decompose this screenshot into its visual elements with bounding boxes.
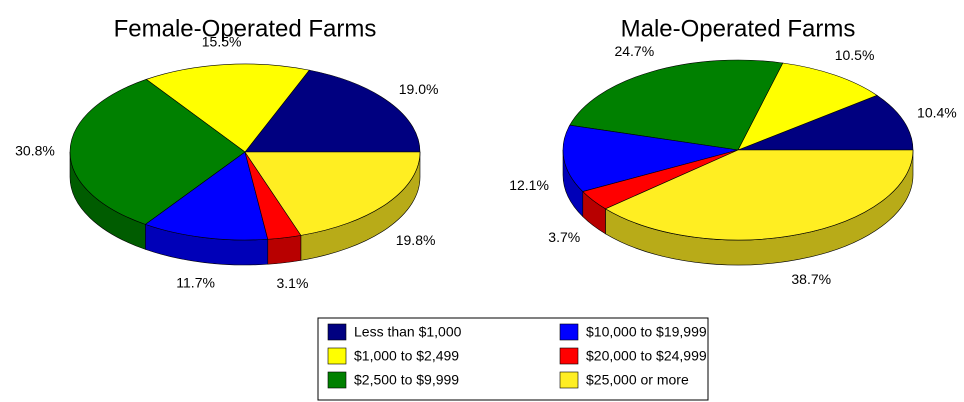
chart-title: Female-Operated Farms xyxy=(114,15,377,42)
pie-slice xyxy=(244,69,421,153)
pie-slice xyxy=(562,124,739,192)
legend-swatch xyxy=(327,323,347,341)
pie-slice xyxy=(144,151,269,241)
pie-slice xyxy=(69,78,246,225)
chart-title: Male-Operated Farms xyxy=(621,15,856,42)
data-label: 38.7% xyxy=(791,271,831,287)
data-label: 3.1% xyxy=(277,275,309,291)
data-label: 19.8% xyxy=(396,232,436,248)
pie-slice xyxy=(145,63,310,153)
pie-slice xyxy=(569,59,784,151)
data-label: 12.1% xyxy=(509,177,549,193)
data-label: 10.5% xyxy=(835,47,875,63)
data-label: 3.7% xyxy=(548,229,580,245)
legend-label: $20,000 to $24,999 xyxy=(586,348,707,364)
legend-label: $1,000 to $2,499 xyxy=(354,348,459,364)
data-label: 11.7% xyxy=(176,275,215,291)
legend-label: $10,000 to $19,999 xyxy=(586,324,707,340)
legend-box xyxy=(317,317,709,401)
data-label: 10.4% xyxy=(917,105,957,121)
legend-swatch xyxy=(559,347,579,365)
data-label: 24.7% xyxy=(614,43,654,59)
legend-label: $2,500 to $9,999 xyxy=(354,372,459,388)
legend-label: $25,000 or more xyxy=(586,372,689,388)
pie-slice xyxy=(244,151,421,236)
pie-slice xyxy=(604,149,914,241)
legend-swatch xyxy=(327,371,347,389)
legend-swatch xyxy=(559,323,579,341)
data-label: 30.8% xyxy=(15,142,55,158)
legend-swatch xyxy=(327,347,347,365)
pie-slice xyxy=(737,62,878,151)
legend-label: Less than $1,000 xyxy=(354,324,462,340)
pie-side xyxy=(267,235,302,265)
legend-swatch xyxy=(559,371,579,389)
data-label: 19.0% xyxy=(399,81,439,97)
pie-slice xyxy=(737,94,914,151)
data-label: 15.5% xyxy=(202,33,242,49)
